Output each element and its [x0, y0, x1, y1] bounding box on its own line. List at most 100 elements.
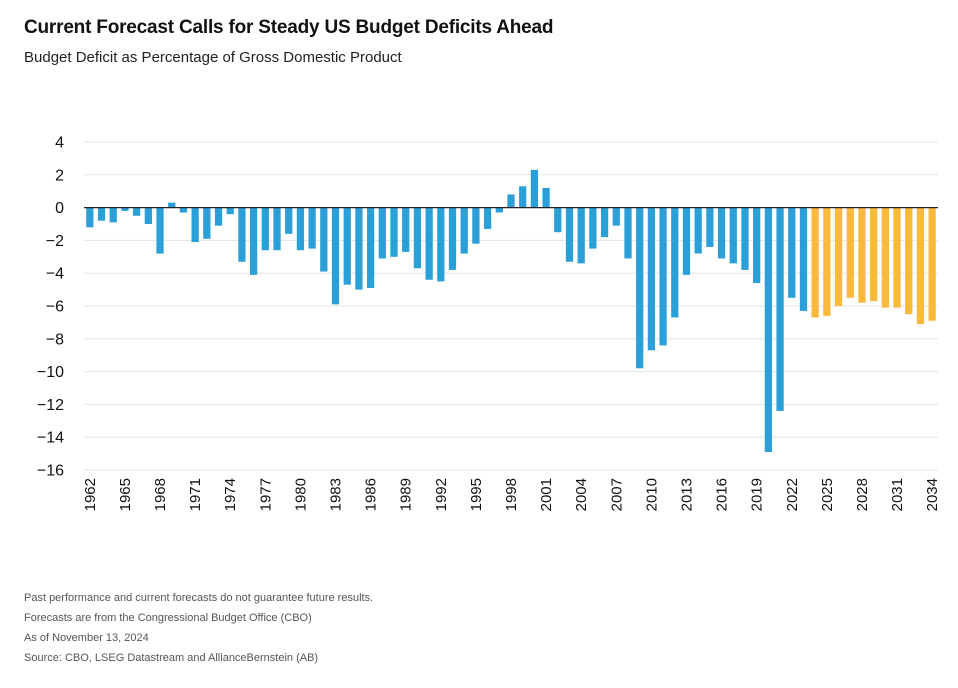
footnote-disclaimer: Past performance and current forecasts d…: [24, 592, 374, 604]
x-tick-label: 1992: [433, 478, 450, 511]
historical-bar-2021: [776, 207, 784, 411]
y-tick-label: −16: [37, 463, 64, 480]
x-tick-label: 1989: [398, 478, 415, 511]
historical-bar-2014: [694, 207, 702, 254]
historical-bar-2000: [530, 169, 539, 208]
historical-bar-1964: [109, 207, 117, 223]
historical-bar-2011: [659, 207, 667, 346]
historical-bar-1974: [226, 207, 234, 215]
historical-bar-2003: [565, 207, 574, 262]
historical-bar-1988: [390, 207, 398, 257]
forecast-bar-2027: [846, 207, 854, 298]
y-tick-label: −6: [46, 299, 64, 316]
historical-bar-1966: [133, 207, 141, 216]
historical-bar-2020: [764, 207, 772, 452]
historical-bar-2012: [671, 207, 679, 318]
historical-bar-1984: [343, 207, 351, 285]
footnote-source: Source: CBO, LSEG Datastream and Allianc…: [24, 652, 319, 664]
x-tick-label: 2001: [538, 478, 555, 511]
forecast-bar-2024: [811, 207, 819, 318]
x-tick-label: 2010: [643, 478, 660, 511]
historical-bar-1968: [156, 207, 164, 254]
historical-bar-1965: [121, 207, 129, 211]
x-tick-label: 1971: [187, 478, 204, 511]
y-tick-label: −14: [37, 430, 64, 447]
x-tick-label: 2031: [889, 478, 906, 511]
gridlines: [84, 141, 938, 471]
y-tick-label: −4: [46, 266, 64, 283]
x-axis-tick-labels: 1962 1965 1968 1971 1974 1977 1980 1983 1986 1989…: [82, 478, 941, 511]
historical-bar-1967: [144, 207, 152, 224]
historical-bar-2008: [624, 207, 632, 259]
historical-bar-1998: [507, 194, 515, 208]
historical-bar-1962: [86, 207, 94, 228]
x-tick-label: 2025: [819, 478, 836, 511]
historical-bar-1993: [448, 207, 457, 270]
historical-bar-1982: [320, 207, 328, 272]
historical-bar-1975: [238, 207, 246, 262]
historical-bar-1978: [273, 207, 281, 251]
historical-bar-1971: [191, 207, 199, 243]
historical-bar-1995: [472, 207, 480, 244]
historical-bar-2005: [589, 207, 597, 249]
historical-bar-1994: [460, 207, 468, 254]
chart-title: Current Forecast Calls for Steady US Bud…: [24, 17, 554, 38]
forecast-bar-2029: [870, 207, 878, 302]
x-tick-label: 2034: [924, 478, 941, 511]
historical-bar-2013: [682, 207, 691, 275]
historical-bar-1970: [179, 207, 188, 213]
x-tick-label: 2022: [784, 478, 801, 511]
y-tick-label: 2: [55, 167, 64, 184]
historical-bar-1989: [402, 207, 410, 252]
x-tick-label: 2019: [749, 478, 766, 511]
historical-bar-2015: [706, 207, 714, 247]
historical-bar-1996: [483, 207, 492, 229]
x-tick-label: 2016: [714, 478, 731, 511]
historical-bar-1979: [285, 207, 293, 234]
x-tick-label: 1980: [292, 478, 309, 511]
x-tick-label: 1968: [152, 478, 169, 511]
forecast-bar-2030: [881, 207, 889, 308]
x-tick-label: 1962: [82, 478, 99, 511]
historical-bar-1986: [366, 207, 375, 288]
x-tick-label: 2028: [854, 478, 871, 511]
historical-bar-1973: [214, 207, 223, 226]
footnotes: Past performance and current forecasts d…: [24, 588, 373, 668]
forecast-bar-2032: [905, 207, 913, 315]
x-tick-label: 1986: [363, 478, 380, 511]
historical-bar-1976: [250, 207, 258, 275]
forecast-bar-2033: [916, 207, 925, 325]
x-tick-label: 1965: [117, 478, 134, 511]
y-tick-label: −2: [46, 233, 64, 250]
historical-bar-1963: [97, 207, 106, 221]
historical-bar-2007: [612, 207, 620, 226]
historical-bar-1991: [425, 207, 433, 280]
y-axis-tick-labels: 4 2 0 −2 −4 −6 −8 −10 −12 −14 −16: [37, 135, 64, 480]
x-tick-label: 1974: [222, 478, 239, 511]
historical-bar-1997: [495, 207, 503, 213]
y-tick-label: −8: [46, 331, 64, 348]
historical-bar-1980: [296, 207, 305, 251]
x-tick-label: 1995: [468, 478, 485, 511]
x-tick-label: 1998: [503, 478, 520, 511]
historical-bar-1987: [378, 207, 386, 259]
historical-bar-1969: [168, 202, 176, 208]
historical-bar-2004: [577, 207, 585, 264]
forecast-bar-2025: [823, 207, 831, 316]
historical-bar-2016: [717, 207, 726, 259]
historical-bar-1977: [261, 207, 269, 251]
x-tick-label: 2004: [573, 478, 590, 511]
historical-bar-2023: [799, 207, 808, 311]
historical-bar-1972: [203, 207, 211, 239]
forecast-bar-2031: [893, 207, 901, 308]
historical-bar-2010: [647, 207, 656, 351]
forecast-bar-2026: [834, 207, 843, 306]
bars: [86, 169, 936, 452]
historical-bar-2006: [600, 207, 609, 238]
historical-bar-1981: [308, 207, 316, 249]
historical-bar-1999: [519, 186, 527, 208]
footnote-forecast-source: Forecasts are from the Congressional Bud…: [24, 612, 312, 624]
forecast-bar-2034: [928, 207, 936, 321]
historical-bar-2001: [542, 187, 550, 208]
